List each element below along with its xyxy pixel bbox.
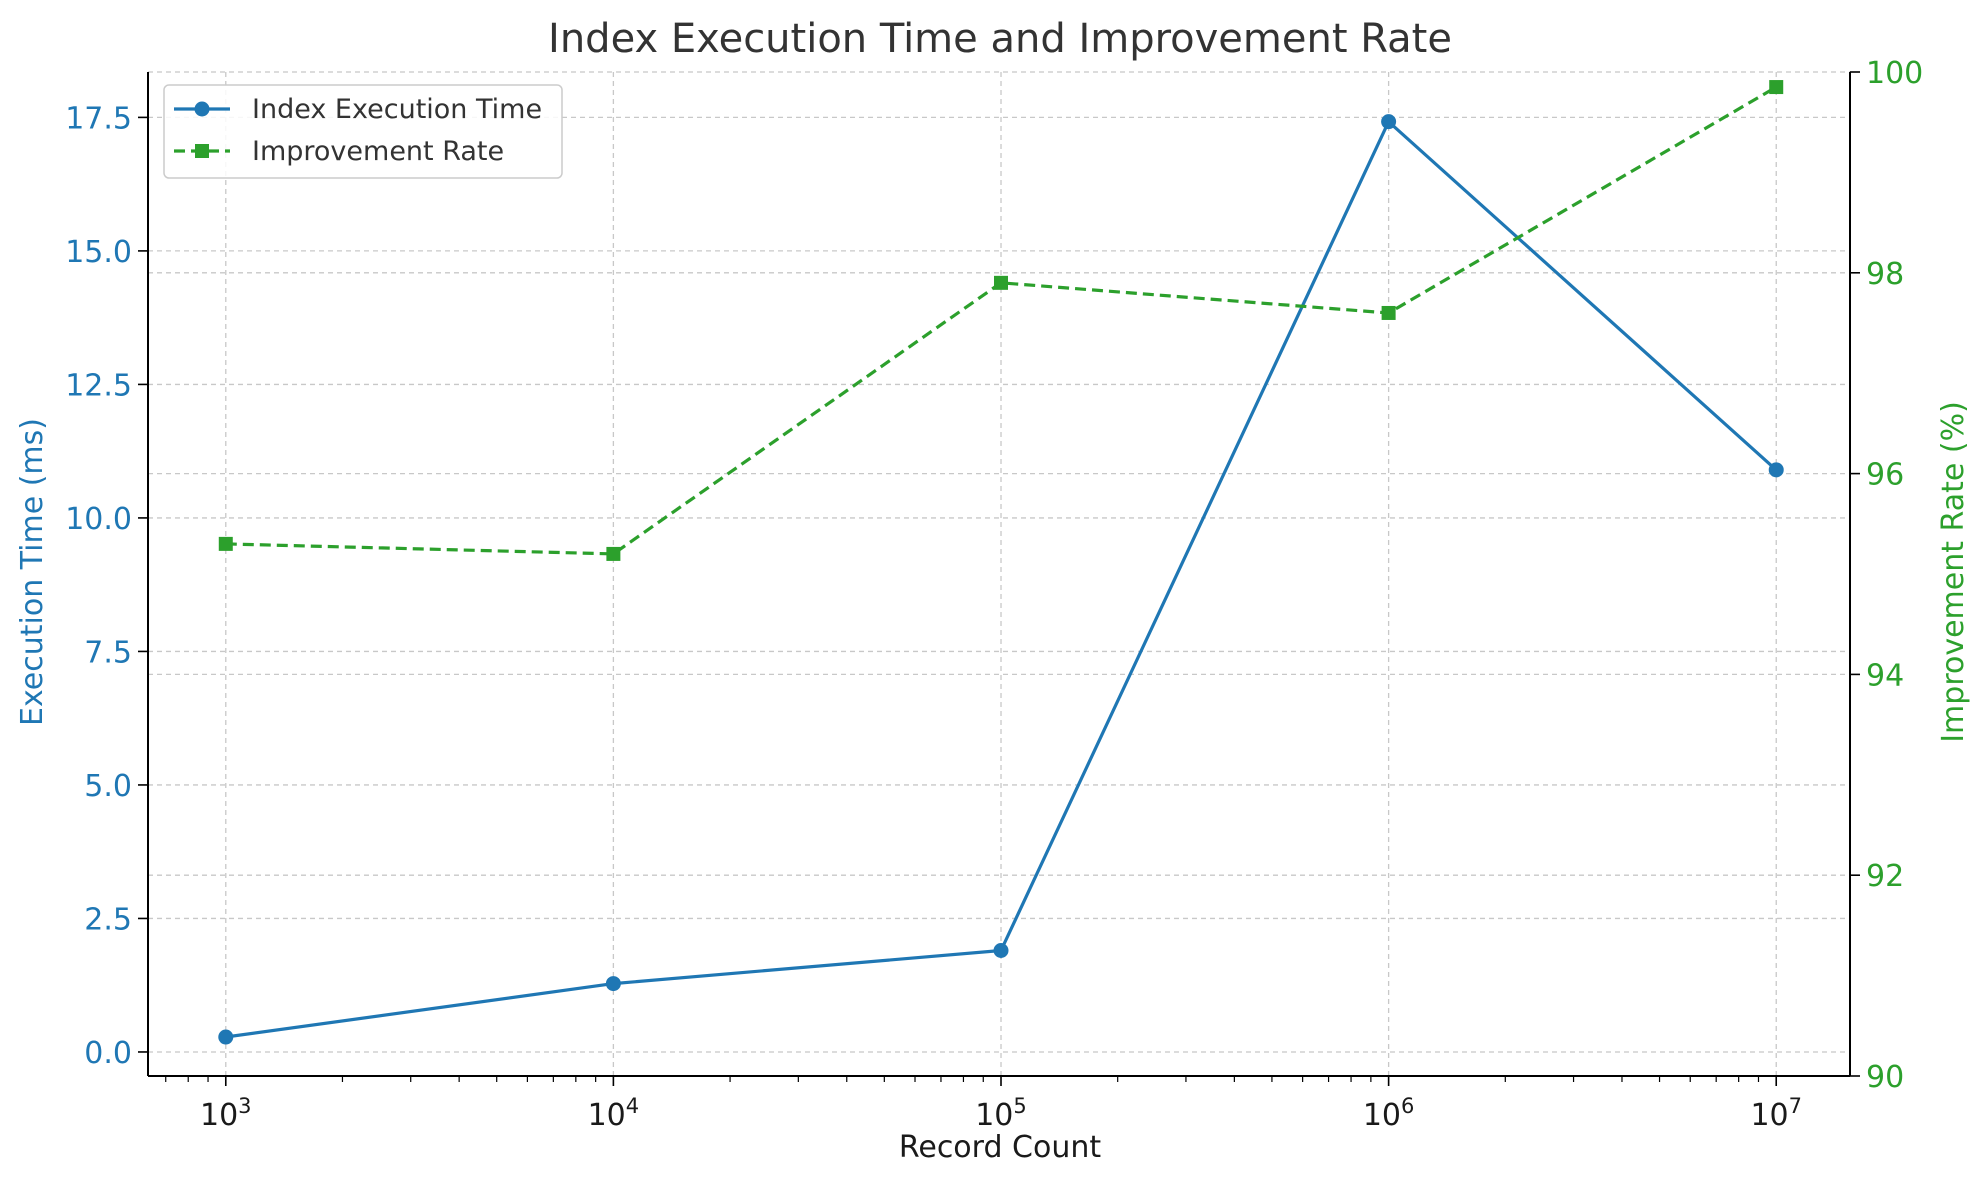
y-axis-right-label: Improvement Rate (%) (1936, 401, 1971, 743)
x-tick-base: 10 (200, 1098, 238, 1133)
y-axis-left-label: Execution Time (ms) (15, 418, 50, 726)
x-tick-label: 106 (1363, 1094, 1415, 1133)
x-tick-label: 103 (200, 1094, 252, 1133)
x-tick-base: 10 (588, 1098, 626, 1133)
legend-label-0: Index Execution Time (252, 94, 542, 125)
legend-marker-circle (194, 101, 210, 117)
x-tick-exponent: 7 (1789, 1094, 1802, 1118)
y-right-tick-label: 92 (1866, 859, 1904, 894)
legend-label-1: Improvement Rate (252, 136, 504, 167)
y-left-tick-label: 10.0 (65, 502, 132, 537)
chart-title: Index Execution Time and Improvement Rat… (548, 16, 1452, 62)
y-left-tick-label: 15.0 (65, 235, 132, 270)
y-right-tick-label: 100 (1866, 56, 1923, 91)
x-tick-exponent: 5 (1013, 1094, 1026, 1118)
x-tick-base: 10 (975, 1098, 1013, 1133)
x-tick-exponent: 4 (626, 1094, 639, 1118)
y-right-tick-label: 94 (1866, 658, 1904, 693)
series (218, 80, 1784, 1045)
data-point-square (994, 275, 1009, 290)
data-point-square (1769, 80, 1784, 95)
data-point-circle (605, 976, 621, 992)
x-tick-base: 10 (1750, 1098, 1788, 1133)
x-tick-label: 107 (1750, 1094, 1802, 1133)
data-point-circle (218, 1029, 234, 1045)
y-left-tick-label: 12.5 (65, 368, 132, 403)
data-point-square (1381, 305, 1396, 320)
y-right-tick-label: 98 (1866, 257, 1904, 292)
legend: Index Execution Time Improvement Rate (163, 84, 563, 179)
y-left-tick-label: 2.5 (84, 902, 132, 937)
x-tick-base: 10 (1363, 1098, 1401, 1133)
x-tick-label: 104 (588, 1094, 640, 1133)
axes: 103 104 105 106 1070.02.55.07.510.012.515.01… (65, 56, 1923, 1133)
y-right-tick-label: 96 (1866, 458, 1904, 493)
y-left-tick-label: 0.0 (84, 1036, 132, 1071)
data-point-square (606, 546, 621, 561)
data-point-circle (993, 943, 1009, 958)
x-tick-label: 105 (975, 1094, 1027, 1133)
x-axis-label: Record Count (899, 1130, 1102, 1165)
grid (148, 71, 1850, 1077)
x-tick-exponent: 6 (1401, 1094, 1414, 1118)
y-right-tick-label: 90 (1866, 1060, 1904, 1095)
data-point-circle (1768, 462, 1784, 478)
x-tick-exponent: 3 (238, 1094, 251, 1118)
y-left-tick-label: 7.5 (84, 635, 132, 670)
data-point-circle (1381, 114, 1397, 130)
y-left-tick-label: 5.0 (84, 769, 132, 804)
legend-box (163, 84, 563, 179)
y-left-tick-label: 17.5 (65, 101, 132, 136)
data-point-square (218, 536, 233, 551)
legend-marker-square (195, 144, 209, 158)
